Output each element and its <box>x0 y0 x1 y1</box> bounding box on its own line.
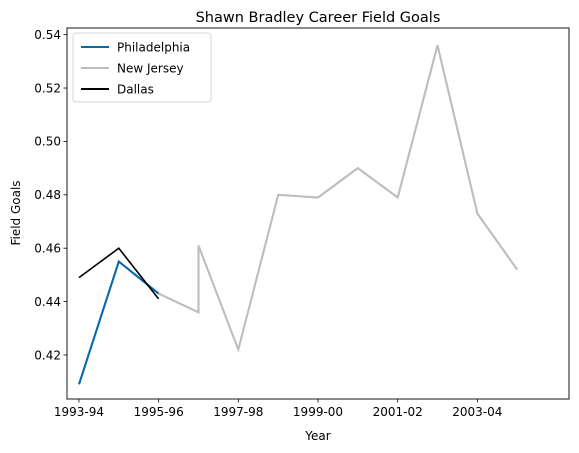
series-layer <box>78 45 519 385</box>
y-tick-label: 0.50 <box>34 135 61 149</box>
legend-entry-label: New Jersey <box>117 61 184 75</box>
series-line-0 <box>78 259 160 385</box>
legend-entry-label: Dallas <box>117 82 154 96</box>
y-tick-label: 0.44 <box>34 295 61 309</box>
y-tick-label: 0.54 <box>34 28 61 42</box>
x-tick-label: 2003-04 <box>452 405 502 419</box>
legend-frame <box>72 32 212 103</box>
x-axis-ticks: 1993-94 1995-96 1997-98 1999-00 2001-02 2003-… <box>54 399 502 419</box>
legend-entry-label: Philadelphia <box>117 40 190 54</box>
x-tick-label: 2001-02 <box>373 405 423 419</box>
series-line-1 <box>158 45 519 354</box>
y-axis-ticks: 0.42 0.44 0.46 0.48 0.50 0.52 0.54 <box>34 28 67 362</box>
y-tick-label: 0.46 <box>34 241 61 255</box>
y-axis-label: Field Goals <box>9 180 23 245</box>
x-tick-label: 1997-98 <box>213 405 263 419</box>
legend: Philadelphia New Jersey Dallas <box>72 32 212 103</box>
plot-area-frame <box>66 27 570 400</box>
x-tick-label: 1999-00 <box>293 405 343 419</box>
y-tick-label: 0.42 <box>34 348 61 362</box>
series-line-2 <box>78 247 160 300</box>
x-tick-label: 1995-96 <box>134 405 184 419</box>
chart-title: Shawn Bradley Career Field Goals <box>196 10 441 26</box>
x-tick-label: 1993-94 <box>54 405 104 419</box>
y-tick-label: 0.48 <box>34 188 61 202</box>
x-axis-label: Year <box>304 429 330 443</box>
y-tick-label: 0.52 <box>34 81 61 95</box>
